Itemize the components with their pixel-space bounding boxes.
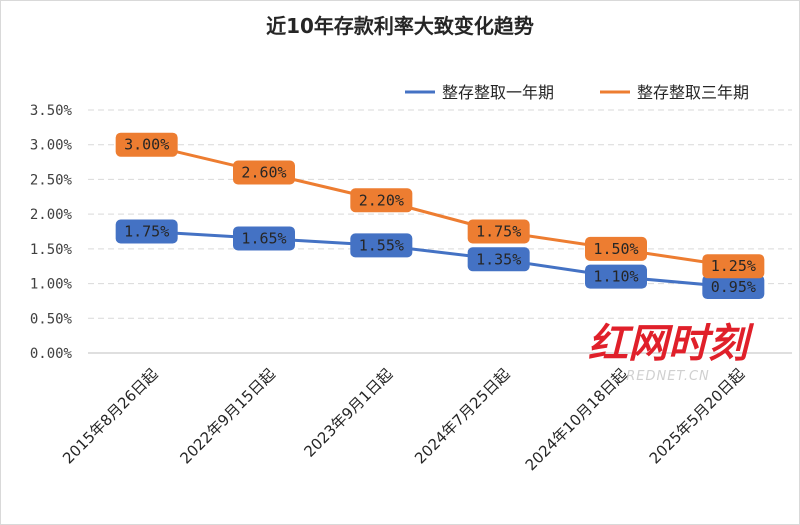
- data-label: 1.50%: [585, 236, 647, 261]
- data-label: 3.00%: [115, 132, 178, 157]
- data-point-box: [585, 236, 647, 261]
- legend: 整存整取一年期 整存整取三年期: [405, 83, 749, 102]
- y-axis: 0.00% 0.50% 1.00% 1.50% 2.00% 2.50% 3.00% 3.50%: [30, 103, 73, 362]
- y-tick-label: 3.50%: [30, 103, 73, 119]
- data-point-box: [585, 264, 647, 289]
- data-label: 1.65%: [233, 226, 295, 251]
- y-tick-label: 0.00%: [30, 346, 73, 362]
- data-label: 0.95%: [702, 275, 765, 300]
- chart-title: 近10年存款利率大致变化趋势: [266, 14, 534, 38]
- y-tick-label: 1.00%: [30, 277, 73, 293]
- legend-item: 整存整取三年期: [600, 83, 749, 102]
- y-tick-label: 3.00%: [30, 138, 73, 154]
- series-layer: 1.75% 1.65% 1.55% 1.35% 1.10% 0.95% 3.00% 2.60%…: [115, 132, 765, 300]
- data-point-box: [467, 247, 530, 272]
- y-tick-label: 2.00%: [30, 207, 73, 223]
- x-tick-label: 2024年7月25日起: [411, 365, 513, 467]
- data-label: 1.75%: [115, 219, 178, 244]
- data-label-text: 1.75%: [476, 223, 521, 241]
- data-label-text: 1.65%: [241, 229, 286, 247]
- y-tick-label: 1.50%: [30, 242, 73, 258]
- data-label: 1.55%: [350, 233, 413, 258]
- data-point-box: [233, 226, 295, 251]
- data-point-box: [115, 132, 178, 157]
- watermark-sub-text: REDNET.CN: [626, 369, 710, 384]
- data-label: 2.60%: [233, 160, 295, 185]
- data-label-text: 1.55%: [359, 236, 404, 254]
- y-tick-label: 0.50%: [30, 311, 73, 327]
- data-label-text: 1.10%: [593, 268, 638, 286]
- watermark-main-text: 红网时刻: [588, 321, 755, 367]
- data-label-text: 0.95%: [711, 278, 756, 296]
- data-label-text: 3.00%: [124, 136, 169, 154]
- rednet-watermark-logo: 红网时刻 REDNET.CN: [588, 321, 755, 384]
- gridlines: [88, 109, 792, 319]
- data-point-box: [350, 188, 413, 213]
- data-label-text: 1.25%: [711, 257, 756, 275]
- data-point-box: [350, 233, 413, 258]
- data-point-box: [115, 219, 178, 244]
- data-label: 2.20%: [350, 188, 413, 213]
- data-point-box: [467, 219, 530, 244]
- data-label-text: 1.50%: [593, 240, 638, 258]
- legend-label: 整存整取三年期: [637, 83, 749, 102]
- data-label: 1.75%: [467, 219, 530, 244]
- legend-label: 整存整取一年期: [442, 83, 554, 102]
- x-tick-label: 2022年9月15日起: [176, 365, 278, 467]
- x-tick-label: 2023年9月1日起: [301, 365, 397, 461]
- data-label: 1.10%: [585, 264, 647, 289]
- data-label: 1.25%: [702, 254, 765, 279]
- data-point-box: [702, 254, 765, 279]
- data-label-text: 1.75%: [124, 223, 169, 241]
- data-label-text: 1.35%: [476, 250, 521, 268]
- legend-item: 整存整取一年期: [405, 83, 554, 102]
- x-tick-label: 2015年8月26日起: [59, 365, 161, 467]
- y-tick-label: 2.50%: [30, 172, 73, 188]
- data-label: 1.35%: [467, 247, 530, 272]
- data-label-text: 2.20%: [359, 191, 404, 209]
- data-point-box: [702, 275, 765, 300]
- data-label-text: 2.60%: [241, 163, 286, 181]
- x-tick-label: 2024年10月18日起: [522, 365, 631, 474]
- data-point-box: [233, 160, 295, 185]
